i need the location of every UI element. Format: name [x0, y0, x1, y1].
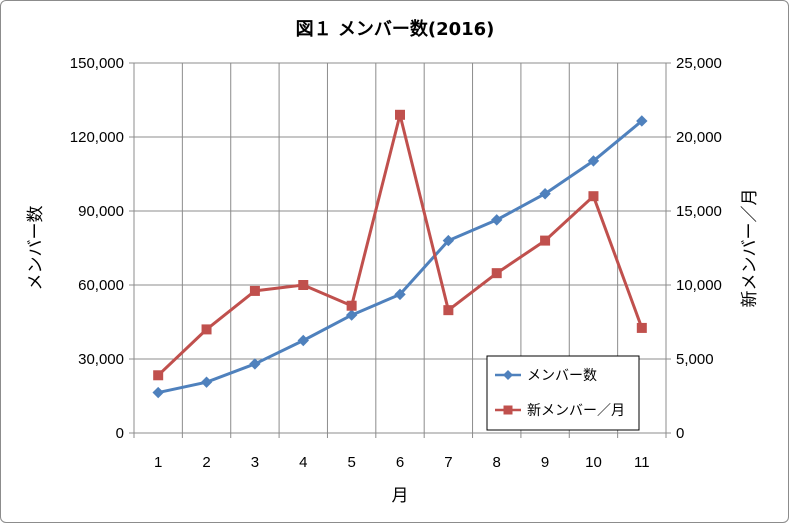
x-tick-label: 9	[541, 454, 549, 471]
legend: メンバー数 新メンバー／月	[486, 355, 640, 431]
y-tick-label: 0	[116, 425, 124, 442]
data-point-square	[443, 305, 454, 316]
y2-tick-label: 10,000	[676, 277, 722, 294]
data-point-diamond	[636, 115, 648, 127]
x-tick-label: 11	[634, 454, 650, 471]
x-tick-label: 10	[585, 454, 602, 471]
x-tick-label: 5	[347, 454, 355, 471]
data-point-diamond	[249, 358, 261, 370]
y2-tick-label: 5,000	[676, 351, 714, 368]
y2-tick-label: 15,000	[676, 203, 722, 220]
data-point-diamond	[491, 214, 503, 226]
data-point-diamond	[442, 234, 455, 247]
x-tick-label: 2	[202, 454, 210, 471]
y2-tick-label: 20,000	[676, 129, 722, 146]
legend-label-new-members: 新メンバー／月	[527, 403, 625, 419]
x-tick-label: 7	[444, 454, 452, 471]
x-tick-label: 3	[251, 454, 259, 471]
data-point-square	[346, 300, 357, 311]
data-point-diamond	[394, 288, 406, 301]
legend-label-member-count: メンバー数	[527, 368, 597, 384]
data-point-square	[540, 235, 551, 246]
legend-marker-member-count	[503, 370, 513, 380]
data-point-diamond	[539, 188, 551, 200]
y-tick-label: 90,000	[78, 203, 124, 220]
data-point-square	[636, 322, 647, 333]
y2-axis-label: 新メンバー／月	[740, 189, 760, 308]
data-point-square	[201, 324, 212, 335]
y2-tick-label: 25,000	[676, 55, 722, 72]
y-tick-label: 120,000	[70, 129, 124, 146]
data-point-square	[491, 268, 502, 279]
x-tick-label: 4	[299, 454, 307, 471]
legend-box	[486, 355, 640, 431]
data-point-square	[395, 109, 405, 120]
legend-marker-new-members	[503, 405, 513, 415]
data-point-square	[153, 370, 164, 381]
y2-tick-label: 0	[676, 425, 684, 442]
y-tick-label: 150,000	[70, 55, 124, 72]
grid-layer	[134, 62, 666, 433]
x-axis-label: 月	[392, 486, 409, 506]
data-point-diamond	[200, 376, 213, 388]
data-point-diamond	[345, 309, 358, 321]
x-tick-label: 8	[493, 454, 501, 471]
data-point-square	[249, 285, 260, 296]
chart-title: 図１ メンバー数(2016)	[296, 18, 495, 40]
data-point-diamond	[297, 334, 309, 347]
y-tick-label: 30,000	[78, 351, 124, 368]
y-tick-label: 60,000	[78, 277, 124, 294]
x-tick-label: 6	[396, 454, 404, 471]
series-layer	[152, 109, 648, 399]
data-point-diamond	[587, 155, 600, 167]
y-axis-label: メンバー数	[26, 206, 46, 291]
x-tick-label: 1	[154, 454, 162, 471]
data-point-diamond	[152, 386, 164, 399]
data-point-square	[298, 280, 309, 290]
data-point-square	[588, 191, 599, 202]
